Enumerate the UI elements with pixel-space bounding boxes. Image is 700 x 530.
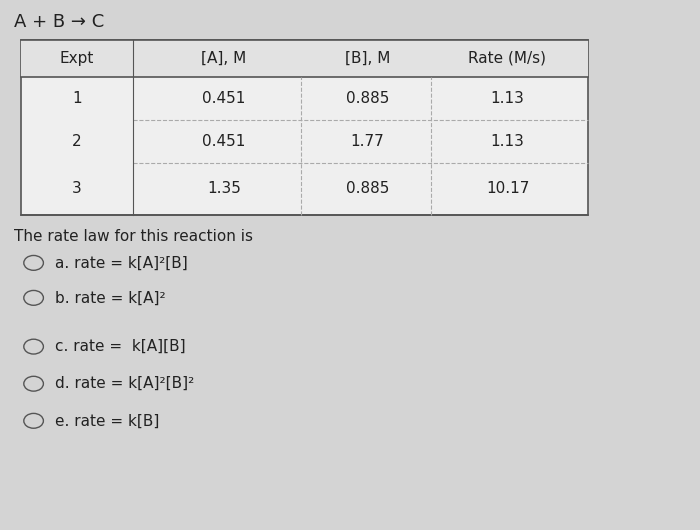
Text: 1.77: 1.77: [351, 134, 384, 149]
Text: 1.13: 1.13: [491, 134, 524, 149]
Text: 1: 1: [72, 91, 82, 106]
Text: 2: 2: [72, 134, 82, 149]
Text: b. rate = k[A]²: b. rate = k[A]²: [55, 290, 165, 305]
Text: 0.451: 0.451: [202, 91, 246, 106]
Text: 1.13: 1.13: [491, 91, 524, 106]
Text: 0.885: 0.885: [346, 181, 389, 197]
Text: e. rate = k[B]: e. rate = k[B]: [55, 413, 159, 428]
Text: d. rate = k[A]²[B]²: d. rate = k[A]²[B]²: [55, 376, 194, 391]
Text: Rate (M/s): Rate (M/s): [468, 51, 547, 66]
Text: [B], M: [B], M: [345, 51, 390, 66]
Text: [A], M: [A], M: [202, 51, 246, 66]
Text: a. rate = k[A]²[B]: a. rate = k[A]²[B]: [55, 255, 188, 270]
Text: The rate law for this reaction is: The rate law for this reaction is: [14, 229, 253, 244]
Text: 10.17: 10.17: [486, 181, 529, 197]
Text: 3: 3: [72, 181, 82, 197]
Text: A + B → C: A + B → C: [14, 13, 104, 31]
Bar: [21, 40, 588, 77]
Text: c. rate =  k[A][B]: c. rate = k[A][B]: [55, 339, 186, 354]
Text: Expt: Expt: [60, 51, 94, 66]
Text: 1.35: 1.35: [207, 181, 241, 197]
Text: 0.451: 0.451: [202, 134, 246, 149]
Text: 0.885: 0.885: [346, 91, 389, 106]
